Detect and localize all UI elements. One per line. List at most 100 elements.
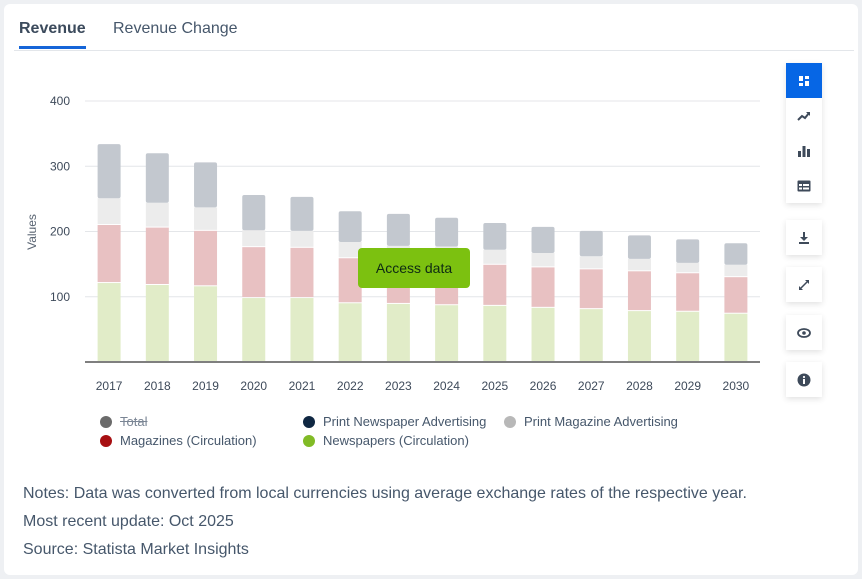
bar-stack-2021[interactable] bbox=[290, 196, 314, 361]
bar-segment[interactable] bbox=[242, 298, 266, 361]
tab-revenue-change[interactable]: Revenue Change bbox=[113, 20, 238, 37]
bar-segment[interactable] bbox=[145, 227, 169, 285]
bar-stack-2025[interactable] bbox=[483, 223, 507, 361]
bar-segment[interactable] bbox=[627, 235, 651, 259]
bar-segment[interactable] bbox=[290, 298, 314, 361]
fullscreen-button-wrap bbox=[786, 267, 822, 302]
bar-segment[interactable] bbox=[627, 271, 651, 311]
bar-segment[interactable] bbox=[627, 311, 651, 361]
bar-stack-2022[interactable] bbox=[338, 211, 362, 361]
bar-stack-2017[interactable] bbox=[97, 144, 121, 361]
bar-segment[interactable] bbox=[435, 305, 459, 361]
bar-segment[interactable] bbox=[531, 253, 555, 267]
table-icon bbox=[797, 180, 811, 191]
bar-stack-2020[interactable] bbox=[242, 194, 266, 361]
bar-stack-2030[interactable] bbox=[724, 243, 748, 361]
bar-segment[interactable] bbox=[579, 269, 603, 309]
bar-segment[interactable] bbox=[145, 153, 169, 203]
bar-stack-2024[interactable] bbox=[435, 217, 459, 361]
expand-icon bbox=[799, 279, 809, 290]
bar-segment[interactable] bbox=[386, 213, 410, 246]
bar-stack-2029[interactable] bbox=[676, 239, 700, 361]
bar-segment[interactable] bbox=[97, 198, 121, 224]
bar-segment[interactable] bbox=[194, 162, 218, 208]
bar-segment[interactable] bbox=[97, 283, 121, 361]
legend-item-magazines-circulation[interactable]: Magazines (Circulation) bbox=[100, 433, 257, 448]
bar-stack-2027[interactable] bbox=[579, 230, 603, 361]
bar-segment[interactable] bbox=[579, 309, 603, 361]
legend-label: Print Newspaper Advertising bbox=[323, 414, 487, 429]
bar-segment[interactable] bbox=[242, 247, 266, 298]
bar-segment[interactable] bbox=[579, 230, 603, 257]
x-tick-label: 2023 bbox=[385, 379, 412, 393]
download-icon bbox=[799, 232, 809, 244]
info-button[interactable] bbox=[786, 362, 822, 397]
bar-stack-2026[interactable] bbox=[531, 226, 555, 361]
bar-segment[interactable] bbox=[676, 311, 700, 361]
bar-segment[interactable] bbox=[483, 264, 507, 305]
access-data-button[interactable]: Access data bbox=[358, 248, 470, 288]
bar-segment[interactable] bbox=[290, 230, 314, 247]
bar-stack-2019[interactable] bbox=[194, 162, 218, 361]
bar-segment[interactable] bbox=[531, 267, 555, 307]
bar-segment[interactable] bbox=[194, 286, 218, 361]
bar-segment[interactable] bbox=[194, 230, 218, 286]
bar-segment[interactable] bbox=[724, 313, 748, 361]
bar-segment[interactable] bbox=[483, 249, 507, 264]
bar-segment[interactable] bbox=[290, 196, 314, 231]
eye-icon bbox=[797, 327, 811, 338]
bar-segment[interactable] bbox=[676, 262, 700, 273]
bar-stack-2028[interactable] bbox=[627, 235, 651, 361]
x-tick-label: 2024 bbox=[433, 379, 460, 393]
table-view-button[interactable] bbox=[786, 168, 822, 203]
chart-notes: Notes: Data was converted from local cur… bbox=[23, 480, 747, 564]
bar-segment[interactable] bbox=[386, 303, 410, 361]
bar-segment[interactable] bbox=[531, 226, 555, 254]
legend-item-newspapers-circulation[interactable]: Newspapers (Circulation) bbox=[303, 433, 469, 448]
fullscreen-button[interactable] bbox=[786, 267, 822, 302]
bar-segment[interactable] bbox=[338, 258, 362, 303]
tab-bar: Revenue Revenue Change bbox=[14, 14, 854, 51]
legend-item-total[interactable]: Total bbox=[100, 414, 147, 429]
bar-segment[interactable] bbox=[627, 258, 651, 271]
bar-segment[interactable] bbox=[724, 277, 748, 313]
dashboard-view-button[interactable] bbox=[786, 63, 822, 98]
legend-label: Print Magazine Advertising bbox=[524, 414, 678, 429]
bar-segment[interactable] bbox=[338, 211, 362, 242]
y-axis-label: Values bbox=[25, 214, 39, 250]
bar-segment[interactable] bbox=[338, 241, 362, 258]
download-button[interactable] bbox=[786, 220, 822, 255]
visibility-button-wrap bbox=[786, 315, 822, 350]
bar-view-button[interactable] bbox=[786, 133, 822, 168]
trend-view-button[interactable] bbox=[786, 98, 822, 133]
bar-segment[interactable] bbox=[483, 305, 507, 361]
bar-segment[interactable] bbox=[483, 223, 507, 250]
tab-revenue[interactable]: Revenue bbox=[19, 20, 86, 49]
bar-segment[interactable] bbox=[145, 285, 169, 361]
visibility-button[interactable] bbox=[786, 315, 822, 350]
bar-segment[interactable] bbox=[579, 256, 603, 269]
bar-segment[interactable] bbox=[676, 239, 700, 263]
bar-segment[interactable] bbox=[338, 303, 362, 361]
bar-segment[interactable] bbox=[531, 307, 555, 361]
x-tick-label: 2020 bbox=[240, 379, 267, 393]
bar-segment[interactable] bbox=[97, 144, 121, 199]
legend-item-print-magazine-advertising[interactable]: Print Magazine Advertising bbox=[504, 414, 678, 429]
legend-dot bbox=[504, 415, 516, 428]
bar-segment[interactable] bbox=[435, 217, 459, 247]
bar-segment[interactable] bbox=[242, 194, 266, 231]
bar-segment[interactable] bbox=[724, 264, 748, 277]
bar-segment[interactable] bbox=[724, 243, 748, 265]
legend-dot bbox=[303, 415, 315, 428]
bar-segment[interactable] bbox=[97, 224, 121, 283]
bar-segment[interactable] bbox=[290, 247, 314, 298]
view-switcher bbox=[786, 63, 822, 203]
bar-segment[interactable] bbox=[194, 207, 218, 230]
legend-dot bbox=[303, 434, 315, 447]
x-tick-label: 2029 bbox=[674, 379, 701, 393]
bar-segment[interactable] bbox=[145, 202, 169, 227]
bar-segment[interactable] bbox=[242, 230, 266, 247]
bar-stack-2018[interactable] bbox=[145, 153, 169, 361]
bar-segment[interactable] bbox=[676, 273, 700, 311]
legend-item-print-newspaper-advertising[interactable]: Print Newspaper Advertising bbox=[303, 414, 486, 429]
